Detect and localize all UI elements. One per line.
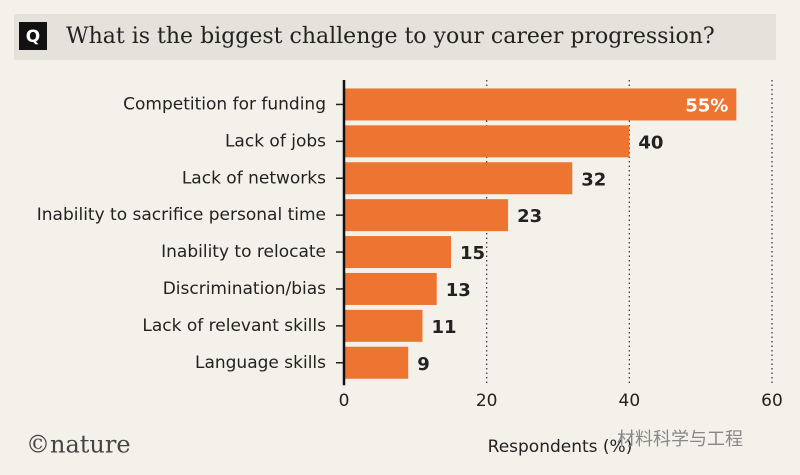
y-tick-label: Lack of jobs <box>225 131 326 151</box>
value-label: 55% <box>685 95 728 116</box>
y-tick-label: Inability to relocate <box>161 242 326 262</box>
watermark: 材料科学与工程 <box>617 429 743 450</box>
value-label: 15 <box>460 243 485 264</box>
value-label: 13 <box>446 280 471 301</box>
value-label: 40 <box>638 132 663 153</box>
bar <box>344 346 409 379</box>
bar <box>344 162 573 195</box>
q-marker: Q <box>26 27 40 47</box>
value-label: 11 <box>431 317 456 338</box>
y-tick-label: Lack of relevant skills <box>142 316 326 336</box>
bar <box>344 272 437 305</box>
x-tick-label: 40 <box>619 391 641 411</box>
value-label: 9 <box>417 354 430 375</box>
header-band <box>14 14 776 60</box>
bar <box>344 88 737 121</box>
y-tick-label: Language skills <box>195 353 326 373</box>
q-box <box>19 22 47 50</box>
y-tick-label: Lack of networks <box>182 168 326 188</box>
x-tick-label: 20 <box>476 391 498 411</box>
value-label: 32 <box>581 169 606 190</box>
chart-title: What is the biggest challenge to your ca… <box>66 24 715 49</box>
y-tick-label: Inability to sacrifice personal time <box>37 205 326 225</box>
bar <box>344 309 423 342</box>
bar <box>344 199 509 232</box>
bar <box>344 236 451 269</box>
x-tick-label: 0 <box>339 391 350 411</box>
credit: ©nature <box>26 431 131 459</box>
x-axis-label: Respondents (%) <box>488 437 633 457</box>
bar <box>344 125 630 158</box>
x-tick-label: 60 <box>761 391 783 411</box>
y-tick-label: Discrimination/bias <box>163 279 326 299</box>
y-tick-label: Competition for funding <box>123 94 326 114</box>
value-label: 23 <box>517 206 542 227</box>
